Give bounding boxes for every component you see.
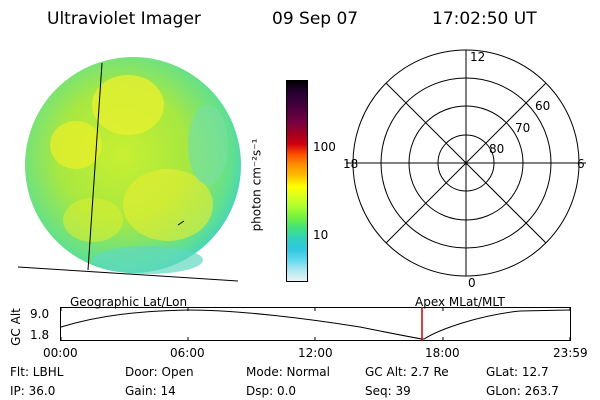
info-gain: Gain: 14 <box>125 384 176 398</box>
info-dsp: Dsp: 0.0 <box>246 384 297 398</box>
earth-disk <box>25 57 241 274</box>
polar-label-6: 6 <box>577 157 585 171</box>
time-tick-2: 12:00 <box>298 346 333 360</box>
polar-lat-80: 80 <box>489 142 504 156</box>
timeline-ymin: 1.8 <box>30 328 50 342</box>
coast-mark <box>177 220 185 226</box>
info-door: Door: Open <box>125 365 194 379</box>
info-ip: IP: 36.0 <box>10 384 56 398</box>
polar-label-0: 0 <box>468 276 476 290</box>
latitude-line <box>18 266 239 282</box>
polar-label-12: 12 <box>470 50 485 64</box>
timeline-ymax: 9.0 <box>30 307 50 321</box>
info-glon: GLon: 263.7 <box>486 384 559 398</box>
timeline-right-label: Apex MLat/MLT <box>415 295 505 309</box>
colorbar <box>286 80 308 282</box>
time-tick-3: 18:00 <box>425 346 460 360</box>
time-tick-1: 06:00 <box>170 346 205 360</box>
polar-lat-60: 60 <box>535 99 550 113</box>
info-mode: Mode: Normal <box>246 365 330 379</box>
uv-image-panel <box>18 57 241 282</box>
polar-lat-70: 70 <box>515 121 530 135</box>
info-filter: Flt: LBHL <box>10 365 64 379</box>
timeline-axis-title: GC Alt <box>8 308 23 346</box>
polar-grid: 12 18 6 0 60 70 80 <box>343 49 586 290</box>
colorbar-unit-label: photon cm⁻²s⁻¹ <box>249 138 264 232</box>
altitude-curve <box>60 309 571 340</box>
colorbar-tick-10: 10 <box>313 228 329 242</box>
info-glat: GLat: 12.7 <box>486 365 549 379</box>
instrument-title: Ultraviolet Imager <box>47 9 201 29</box>
info-seq: Seq: 39 <box>365 384 411 398</box>
colorbar-tick-100: 100 <box>313 140 336 154</box>
meridian-line <box>87 62 103 271</box>
time-tick-4: 23:59 <box>553 346 588 360</box>
polar-label-18: 18 <box>343 157 358 171</box>
date-label: 09 Sep 07 <box>272 9 359 29</box>
time-label: 17:02:50 UT <box>432 9 537 29</box>
timeline-left-label: Geographic Lat/Lon <box>70 295 188 309</box>
info-gc-alt: GC Alt: 2.7 Re <box>365 365 449 379</box>
time-tick-0: 00:00 <box>43 346 78 360</box>
timeline-plot <box>60 307 571 341</box>
